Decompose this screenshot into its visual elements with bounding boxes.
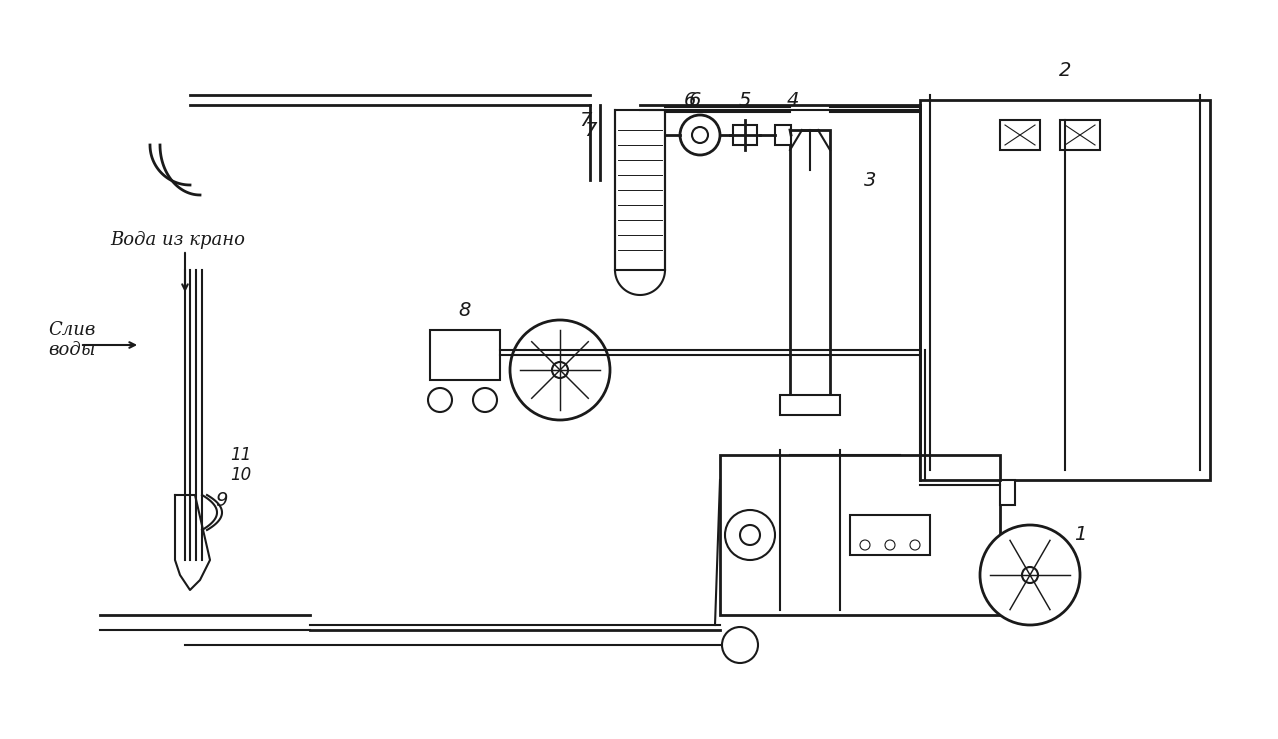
Bar <box>429 330 500 380</box>
Circle shape <box>552 362 567 378</box>
Circle shape <box>884 540 895 550</box>
Text: 11: 11 <box>230 446 252 464</box>
Bar <box>615 110 665 270</box>
Circle shape <box>860 540 870 550</box>
Text: Вода из крано: Вода из крано <box>110 231 245 249</box>
Text: 1: 1 <box>1074 525 1086 545</box>
Circle shape <box>1022 567 1038 583</box>
Bar <box>734 125 757 145</box>
Text: 8: 8 <box>459 301 472 319</box>
Bar <box>999 480 1015 505</box>
Text: 2: 2 <box>1058 61 1071 80</box>
Circle shape <box>725 510 774 560</box>
Text: Слив: Слив <box>49 321 96 339</box>
Bar <box>999 120 1040 150</box>
Circle shape <box>740 525 760 545</box>
Bar <box>920 100 1210 480</box>
Bar <box>774 125 791 145</box>
Text: 3: 3 <box>864 171 877 189</box>
Text: 10: 10 <box>230 466 252 484</box>
Circle shape <box>510 320 610 420</box>
Circle shape <box>722 627 758 663</box>
Bar <box>790 130 829 395</box>
Bar <box>850 515 930 555</box>
Circle shape <box>428 388 452 412</box>
Bar <box>780 395 840 415</box>
Circle shape <box>473 388 497 412</box>
Text: 7: 7 <box>584 120 597 140</box>
Text: 5: 5 <box>739 90 751 109</box>
Text: 7: 7 <box>579 111 592 129</box>
Bar <box>720 455 999 615</box>
Text: воды: воды <box>49 341 96 359</box>
Circle shape <box>980 525 1080 625</box>
Circle shape <box>680 115 720 155</box>
Text: 9: 9 <box>215 491 227 509</box>
Text: 6: 6 <box>684 90 697 109</box>
Circle shape <box>910 540 920 550</box>
Text: 4: 4 <box>787 90 799 109</box>
Circle shape <box>691 127 708 143</box>
Bar <box>1059 120 1100 150</box>
Text: 6: 6 <box>689 90 702 109</box>
